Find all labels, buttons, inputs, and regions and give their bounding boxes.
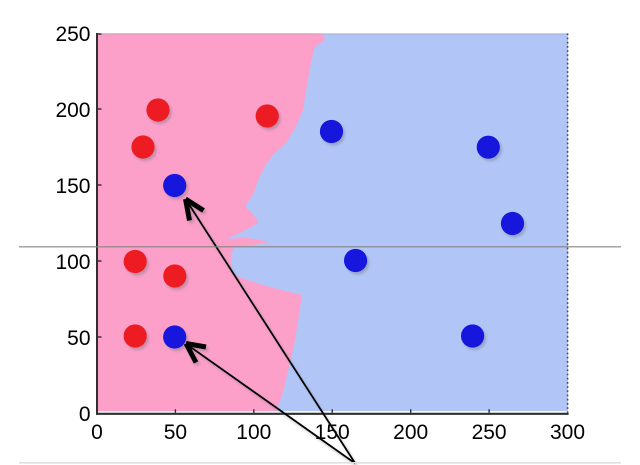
svg-text:50: 50	[164, 421, 187, 444]
svg-text:150: 150	[315, 421, 350, 444]
svg-text:100: 100	[55, 251, 90, 274]
svg-text:50: 50	[67, 327, 90, 350]
svg-text:200: 200	[55, 99, 90, 122]
svg-text:200: 200	[393, 421, 428, 444]
svg-text:0: 0	[91, 421, 103, 444]
svg-text:300: 300	[550, 421, 585, 444]
svg-text:250: 250	[472, 421, 507, 444]
svg-text:0: 0	[79, 403, 91, 426]
svg-text:150: 150	[55, 175, 90, 198]
svg-text:100: 100	[236, 421, 271, 444]
svg-text:250: 250	[55, 23, 90, 46]
